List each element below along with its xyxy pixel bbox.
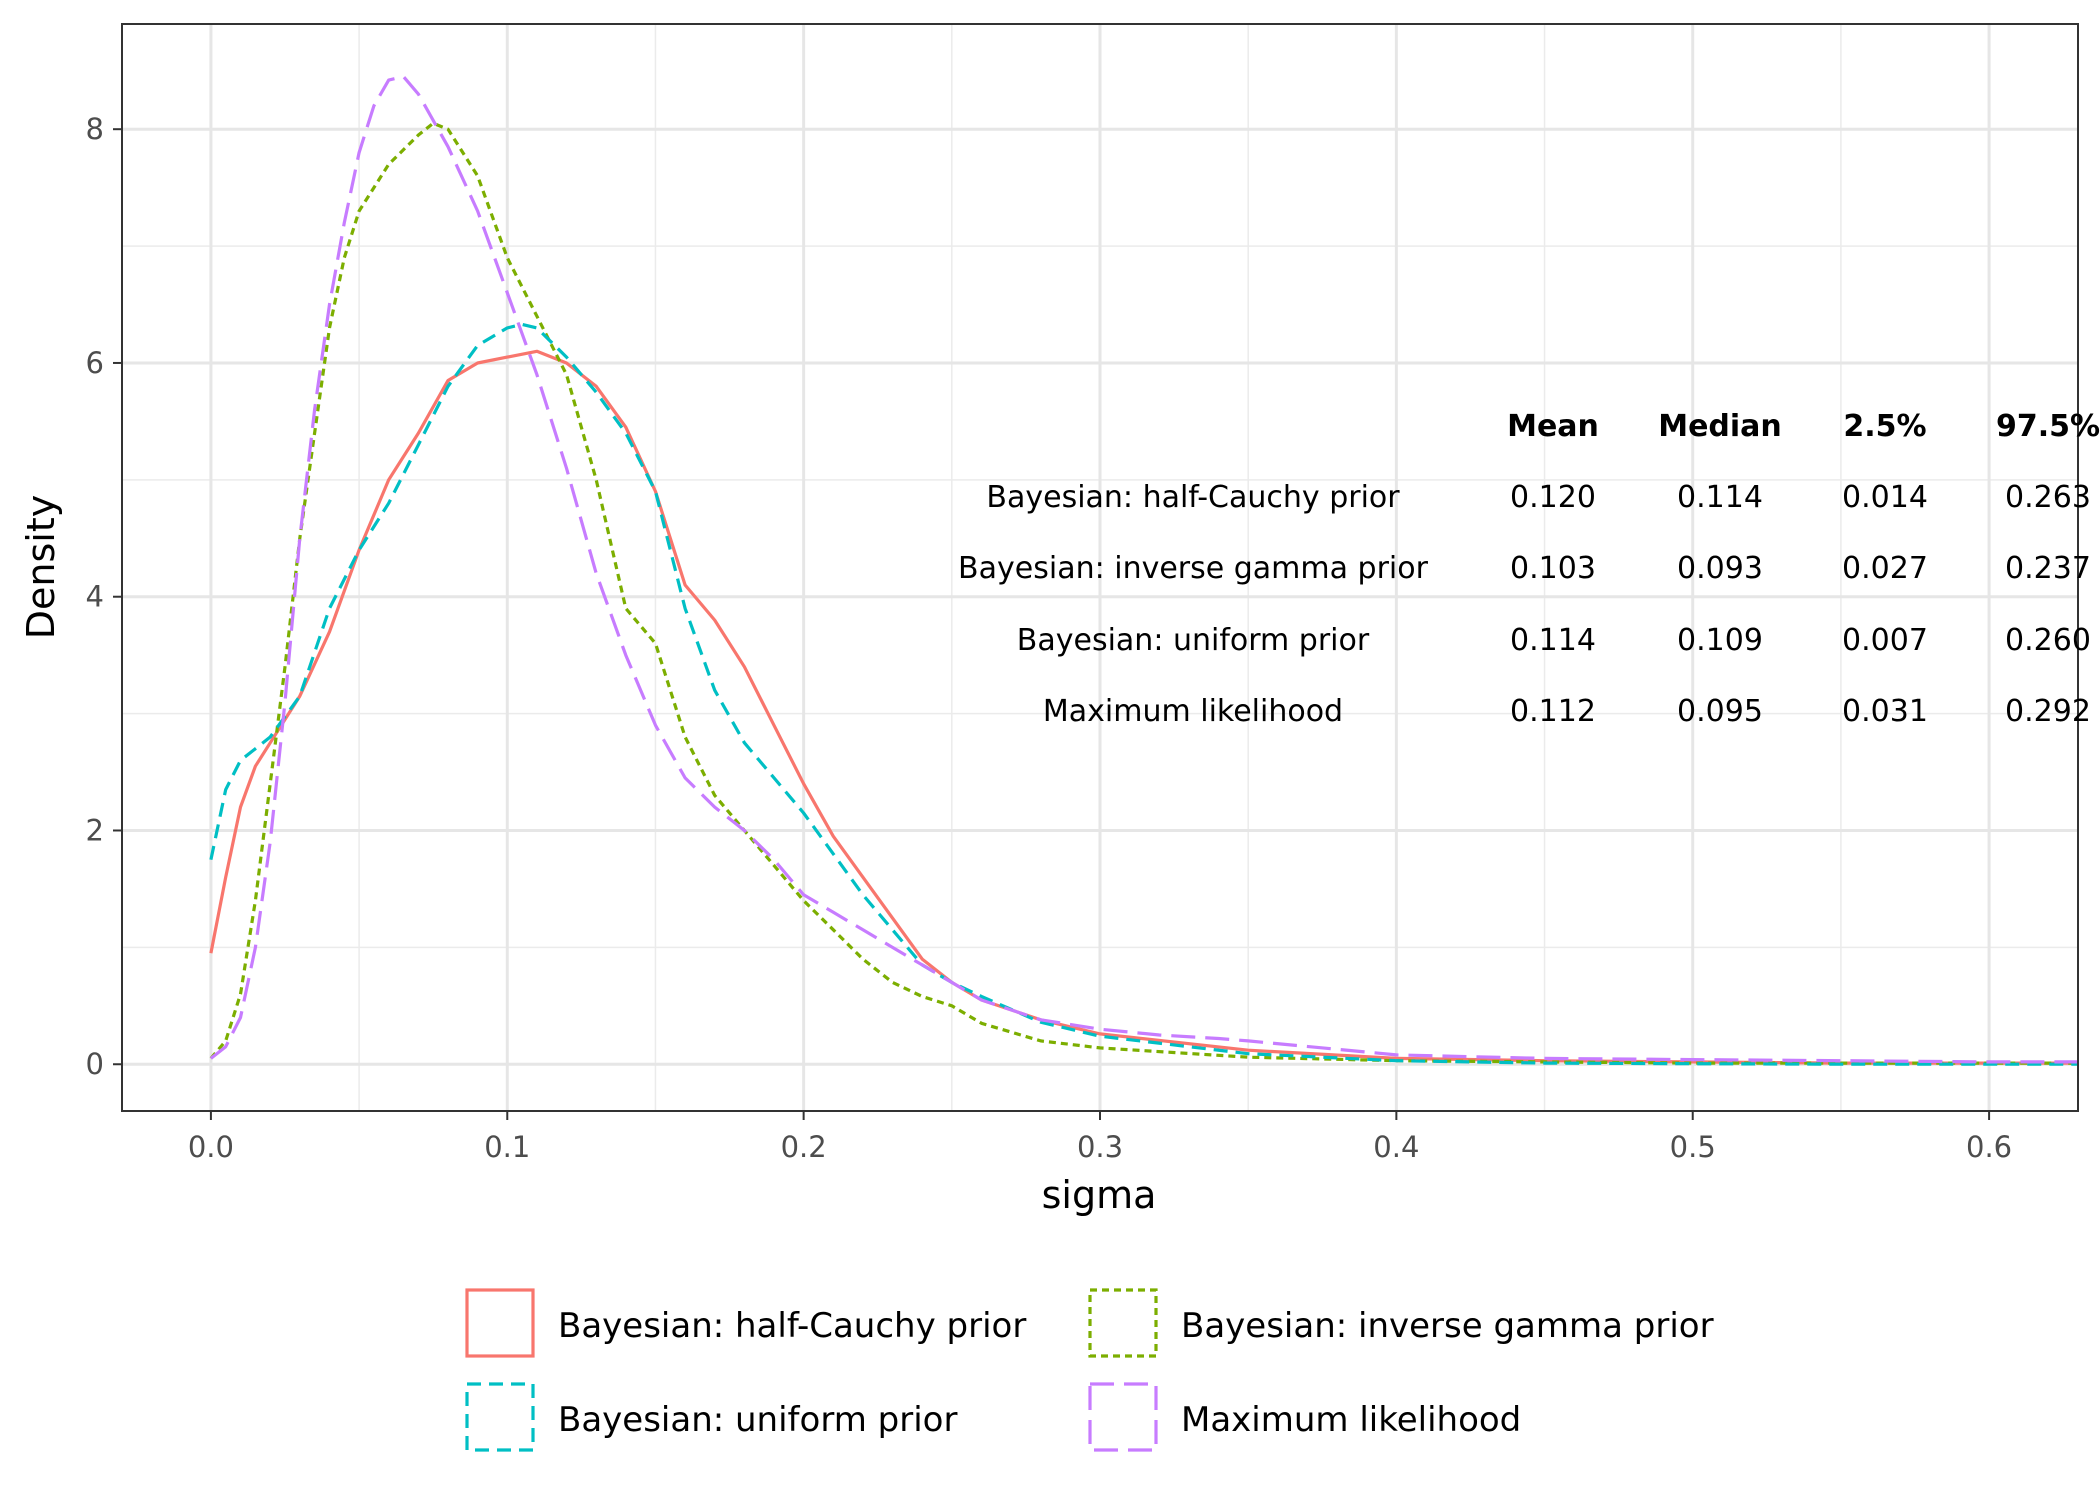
table-cell: 0.027 bbox=[1842, 551, 1928, 586]
table-cell: 0.093 bbox=[1677, 551, 1763, 586]
grid-major bbox=[122, 24, 2078, 1111]
y-tick-label: 8 bbox=[86, 112, 104, 146]
series-line-3 bbox=[209, 75, 2078, 1064]
x-tick-label: 0.2 bbox=[781, 1130, 827, 1164]
table-cell: 0.103 bbox=[1510, 551, 1596, 586]
legend-key bbox=[465, 1382, 535, 1452]
y-tick-label: 0 bbox=[86, 1047, 104, 1081]
series-line-0 bbox=[209, 349, 2078, 1065]
table-header: Mean bbox=[1507, 409, 1599, 444]
y-tick-label: 2 bbox=[86, 813, 104, 847]
x-tick-label: 0.4 bbox=[1373, 1130, 1419, 1164]
legend-key bbox=[1088, 1288, 1158, 1358]
table-cell: 0.109 bbox=[1677, 623, 1763, 658]
x-axis: 0.0 0.1 0.2 0.3 0.4 0.5 0.6 bbox=[188, 1111, 2012, 1164]
legend-label: Bayesian: inverse gamma prior bbox=[1181, 1306, 1714, 1346]
legend: Bayesian: half-Cauchy prior Bayesian: inv… bbox=[465, 1288, 1714, 1452]
legend-label: Bayesian: half-Cauchy prior bbox=[558, 1306, 1026, 1346]
x-tick-label: 0.5 bbox=[1670, 1130, 1716, 1164]
legend-label: Maximum likelihood bbox=[1181, 1400, 1521, 1440]
table-cell: 0.263 bbox=[2005, 480, 2091, 515]
table-row-label: Bayesian: uniform prior bbox=[1017, 623, 1370, 658]
y-axis: 0 2 4 6 8 bbox=[86, 112, 122, 1081]
legend-label: Bayesian: uniform prior bbox=[558, 1400, 957, 1440]
y-axis-title: Density bbox=[19, 495, 63, 639]
series-line-1 bbox=[209, 121, 2078, 1065]
table-cell: 0.292 bbox=[2005, 694, 2091, 729]
table-cell: 0.237 bbox=[2005, 551, 2091, 586]
table-cell: 0.007 bbox=[1842, 623, 1928, 658]
table-cell: 0.014 bbox=[1842, 480, 1928, 515]
x-tick-label: 0.1 bbox=[484, 1130, 530, 1164]
x-tick-label: 0.3 bbox=[1077, 1130, 1123, 1164]
series-line-2 bbox=[209, 322, 2078, 1066]
table-header: Median bbox=[1658, 409, 1782, 444]
series-layer bbox=[209, 75, 2078, 1066]
table-cell: 0.095 bbox=[1677, 694, 1763, 729]
x-tick-label: 0.0 bbox=[188, 1130, 234, 1164]
table-cell: 0.114 bbox=[1677, 480, 1763, 515]
table-cell: 0.260 bbox=[2005, 623, 2091, 658]
x-axis-title: sigma bbox=[1042, 1173, 1157, 1217]
table-header: 2.5% bbox=[1843, 409, 1926, 444]
table-cell: 0.031 bbox=[1842, 694, 1928, 729]
table-cell: 0.120 bbox=[1510, 480, 1596, 515]
x-tick-label: 0.6 bbox=[1966, 1130, 2012, 1164]
table-cell: 0.112 bbox=[1510, 694, 1596, 729]
table-header: 97.5% bbox=[1996, 409, 2100, 444]
y-tick-label: 4 bbox=[86, 580, 104, 614]
table-row-label: Maximum likelihood bbox=[1043, 694, 1343, 729]
table-row-label: Bayesian: inverse gamma prior bbox=[958, 551, 1429, 586]
table-row-label: Bayesian: half-Cauchy prior bbox=[986, 480, 1400, 515]
legend-key bbox=[465, 1288, 535, 1358]
table-cell: 0.114 bbox=[1510, 623, 1596, 658]
y-tick-label: 6 bbox=[86, 346, 104, 380]
summary-table: Mean Median 2.5% 97.5% Bayesian: half-Cauchy… bbox=[958, 409, 2100, 729]
